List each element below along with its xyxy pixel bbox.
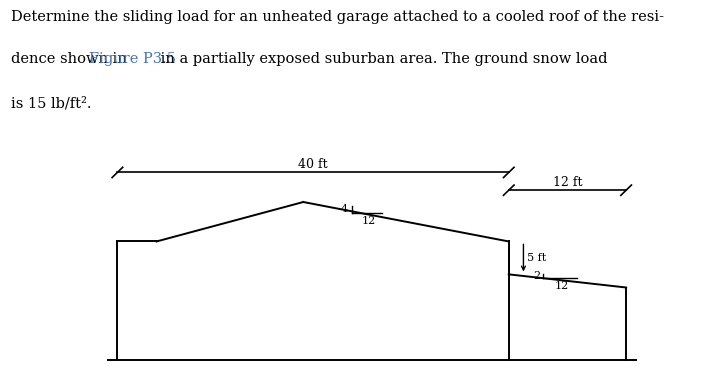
- Text: 40 ft: 40 ft: [298, 158, 328, 171]
- Text: 4: 4: [341, 204, 348, 214]
- Text: in a partially exposed suburban area. The ground snow load: in a partially exposed suburban area. Th…: [156, 52, 607, 66]
- Text: is 15 lb/ft².: is 15 lb/ft².: [11, 96, 91, 110]
- Text: 12: 12: [555, 281, 569, 291]
- Text: Figure P3.5: Figure P3.5: [89, 52, 176, 66]
- Text: 5 ft: 5 ft: [527, 253, 547, 263]
- Text: dence shown in: dence shown in: [11, 52, 131, 66]
- Text: 12: 12: [361, 216, 376, 226]
- Text: Determine the sliding load for an unheated garage attached to a cooled roof of t: Determine the sliding load for an unheat…: [11, 10, 664, 24]
- Text: 2: 2: [533, 271, 540, 281]
- Text: 12 ft: 12 ft: [552, 176, 582, 189]
